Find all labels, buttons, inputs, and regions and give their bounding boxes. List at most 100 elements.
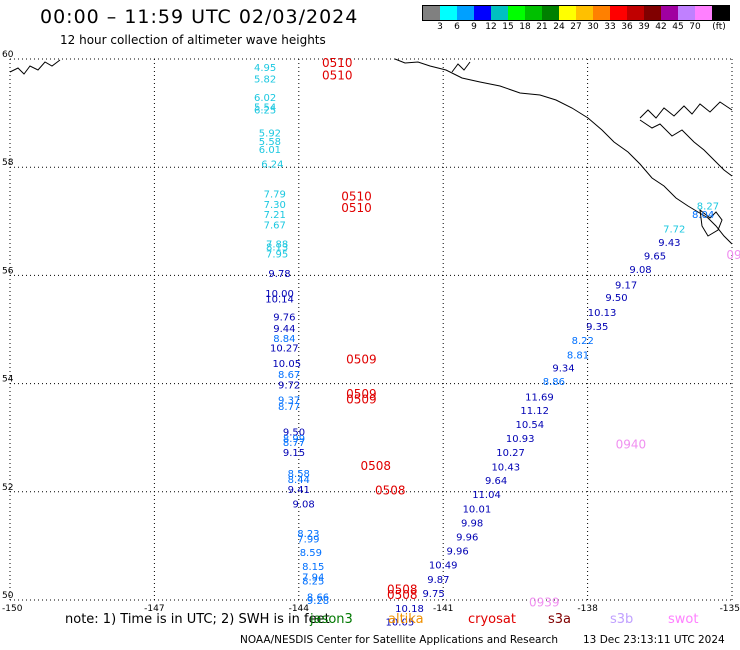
east-track-value: 10.54 bbox=[516, 420, 545, 431]
west-track-value: 6.02 bbox=[254, 93, 276, 104]
east-track-value: 9.96 bbox=[456, 532, 478, 543]
legend-swatch bbox=[695, 6, 712, 20]
legend-swatch bbox=[457, 6, 474, 20]
east-track-value: 9.43 bbox=[658, 238, 680, 249]
pass-time-label: 0940 bbox=[616, 438, 647, 452]
west-track-value: 7.88 bbox=[266, 239, 288, 250]
east-track-value: 9.98 bbox=[461, 518, 483, 529]
west-track-value: 8.13 bbox=[266, 243, 288, 254]
satellite-altika: altika bbox=[388, 612, 424, 627]
west-track-value: 7.21 bbox=[264, 210, 286, 221]
west-track-value: 6.24 bbox=[261, 160, 283, 171]
island bbox=[699, 208, 723, 237]
lon-tick-label: -150 bbox=[2, 604, 23, 614]
pass-time-label: 0510 bbox=[322, 69, 353, 83]
west-track-value: 8.23 bbox=[297, 529, 319, 540]
west-track-value: 9.72 bbox=[278, 380, 300, 391]
west-track-value: 5.92 bbox=[259, 128, 281, 139]
footer-timestamp: 13 Dec 23:13:11 UTC 2024 bbox=[583, 634, 725, 646]
east-track-value: 11.12 bbox=[520, 406, 549, 417]
lon-tick-label: -135 bbox=[720, 604, 740, 614]
legend-label: 45 bbox=[672, 22, 684, 32]
west-track-value: 8.77 bbox=[283, 438, 305, 449]
pass-time-label: 0939 bbox=[529, 595, 560, 609]
west-track-value: 6.25 bbox=[254, 106, 276, 117]
west-track-value: 8.77 bbox=[278, 402, 300, 413]
pass-time-label: 0508 bbox=[375, 484, 406, 498]
east-track-value: 10.49 bbox=[429, 561, 458, 572]
legend-labels: 3 6 9 12 15 18 21 24 27 30 33 36 39 42 45 70 (ft) bbox=[422, 21, 730, 33]
legend-swatch bbox=[593, 6, 610, 20]
east-track-value: 10.43 bbox=[491, 463, 520, 474]
west-track-value: 8.15 bbox=[302, 562, 324, 573]
satellite-swot: swot bbox=[668, 612, 699, 627]
east-track-value: 8.27 bbox=[697, 201, 719, 212]
kenai-coastline bbox=[9, 59, 61, 75]
legend-swatch bbox=[678, 6, 695, 20]
pass-time-label: 0509 bbox=[346, 353, 377, 367]
east-track-value: 10.93 bbox=[506, 434, 535, 445]
legend-swatch bbox=[661, 6, 678, 20]
legend-unit: (ft) bbox=[712, 22, 726, 32]
legend-color-bar bbox=[422, 5, 730, 21]
lat-lon-grid bbox=[9, 58, 733, 601]
east-track-value: 7.72 bbox=[663, 225, 685, 236]
legend-label: 36 bbox=[621, 22, 633, 32]
legend-label: 21 bbox=[536, 22, 548, 32]
west-track-value: 10.05 bbox=[272, 359, 301, 370]
satellite-cryosat: cryosat bbox=[468, 612, 516, 627]
east-track-value: 11.69 bbox=[525, 392, 554, 403]
lat-tick-label: 52 bbox=[2, 483, 13, 493]
lat-tick-label: 56 bbox=[2, 266, 14, 276]
coast-detail bbox=[451, 61, 471, 73]
axis-tick-labels: -150 -147 -144 -141 -138 -135 60 58 56 54 52 50 bbox=[2, 50, 740, 614]
altimeter-tracks: 4.955.82 6.025.546.25 5.925.586.01 6.24 7.79… bbox=[254, 56, 740, 628]
east-track-value: 9.96 bbox=[447, 547, 469, 558]
pass-time-label: 0941 bbox=[726, 248, 740, 262]
legend-swatch bbox=[559, 6, 576, 20]
west-track-value: 10.27 bbox=[270, 344, 299, 355]
pass-time-label: 0510 bbox=[341, 190, 372, 204]
west-track-value: 5.58 bbox=[259, 137, 281, 148]
lat-tick-label: 50 bbox=[2, 591, 14, 601]
east-track-value: 9.35 bbox=[586, 322, 608, 333]
west-track-value: 9.44 bbox=[273, 324, 295, 335]
east-track-value: 9.50 bbox=[605, 293, 627, 304]
pass-time-label: 0510 bbox=[341, 201, 372, 215]
legend-label: 18 bbox=[519, 22, 531, 32]
east-track-value: 9.87 bbox=[427, 575, 449, 586]
pass-time-label: 0508 bbox=[387, 583, 418, 597]
east-track-value: 11.04 bbox=[472, 490, 501, 501]
west-track-value: 5.54 bbox=[254, 102, 276, 113]
legend-swatch bbox=[525, 6, 542, 20]
east-track-value: 10.27 bbox=[496, 448, 525, 459]
west-track-value: 9.08 bbox=[292, 499, 314, 510]
fjord-lines bbox=[639, 101, 733, 119]
west-track-value: 9.41 bbox=[288, 485, 310, 496]
east-track-value: 8.22 bbox=[572, 336, 594, 347]
legend-swatch bbox=[644, 6, 661, 20]
pass-time-label: 0510 bbox=[322, 56, 353, 70]
west-track-value: 9.15 bbox=[283, 448, 305, 459]
west-track-value: 9.28 bbox=[307, 596, 329, 607]
west-track-value: 8.99 bbox=[283, 434, 305, 445]
lat-tick-label: 60 bbox=[2, 50, 14, 60]
legend-swatch bbox=[542, 6, 559, 20]
pass-time-label: 0508 bbox=[361, 459, 392, 473]
alaska-coastline bbox=[394, 58, 733, 245]
lon-tick-label: -141 bbox=[433, 604, 453, 614]
east-track-value: 10.13 bbox=[588, 308, 617, 319]
legend-label: 33 bbox=[604, 22, 616, 32]
footer-credit: NOAA/NESDIS Center for Satellite Applica… bbox=[240, 634, 558, 646]
west-track-value: 8.67 bbox=[278, 370, 300, 381]
legend-label: 15 bbox=[502, 22, 514, 32]
legend-swatch bbox=[423, 6, 440, 20]
west-track-value: 8.58 bbox=[288, 469, 310, 480]
lon-tick-label: -147 bbox=[144, 604, 164, 614]
lat-tick-label: 58 bbox=[2, 158, 14, 168]
west-track-value: 9.50 bbox=[283, 428, 305, 439]
lon-tick-label: -138 bbox=[577, 604, 598, 614]
satellite-s3b: s3b bbox=[610, 612, 634, 627]
west-track-value: 8.44 bbox=[288, 475, 310, 486]
